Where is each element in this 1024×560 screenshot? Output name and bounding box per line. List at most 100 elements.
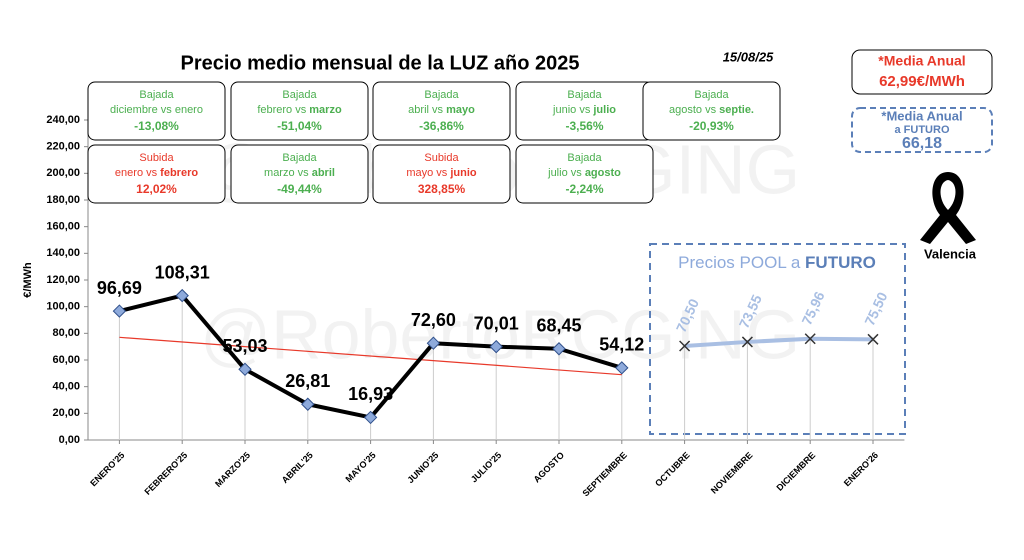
x-tick-label: ENERO'25 bbox=[88, 450, 126, 488]
change-value: -20,93% bbox=[689, 119, 734, 133]
x-tick-label: NOVIEMBRE bbox=[709, 450, 755, 496]
future-box bbox=[649, 243, 906, 435]
future-box-title-part: FUTURO bbox=[805, 253, 876, 272]
change-text: febrero vs marzo bbox=[257, 104, 342, 116]
point-marker bbox=[112, 304, 127, 318]
change-value: 12,02% bbox=[136, 182, 177, 196]
media-anual-box bbox=[851, 49, 993, 95]
change-box bbox=[230, 81, 369, 141]
data-label: 54,12 bbox=[599, 335, 644, 355]
data-label: 108,31 bbox=[155, 262, 210, 282]
y-tick-label: 200,00 bbox=[46, 167, 80, 179]
media-futuro-box bbox=[851, 107, 993, 153]
change-kind: Bajada bbox=[694, 89, 729, 101]
change-box bbox=[515, 144, 654, 204]
x-tick-label: FEBRERO'25 bbox=[143, 450, 190, 497]
change-text: diciembre vs enero bbox=[110, 104, 203, 116]
change-text-part: abril vs bbox=[408, 104, 446, 116]
change-text-part: febrero bbox=[160, 167, 198, 179]
data-label: 72,60 bbox=[411, 310, 456, 330]
media-futuro-label: *Media Anual bbox=[881, 108, 962, 123]
change-text: mayo vs junio bbox=[406, 167, 477, 179]
change-kind: Bajada bbox=[282, 152, 317, 164]
point-marker bbox=[175, 288, 189, 303]
data-label: 75,96 bbox=[798, 289, 827, 328]
change-value: -13,08% bbox=[134, 119, 179, 133]
change-box bbox=[372, 81, 511, 141]
y-tick-label: 140,00 bbox=[46, 247, 80, 259]
change-value: -49,44% bbox=[277, 182, 322, 196]
y-tick-label: 160,00 bbox=[46, 221, 80, 233]
x-tick-label: ABRIL'25 bbox=[280, 450, 315, 485]
point-marker bbox=[615, 361, 629, 375]
change-text-part: enero vs bbox=[115, 167, 160, 179]
future-box-title: Precios POOL a FUTURO bbox=[678, 253, 876, 272]
point-marker bbox=[301, 397, 315, 411]
change-text-part: agosto vs bbox=[669, 104, 719, 116]
y-tick-label: 0,00 bbox=[59, 434, 80, 446]
change-text: julio vs agosto bbox=[547, 167, 621, 179]
change-text-part: mayo bbox=[446, 104, 475, 116]
media-futuro-label: a FUTURO bbox=[895, 124, 950, 136]
change-box bbox=[87, 144, 226, 204]
trend-line bbox=[119, 336, 622, 376]
y-tick-label: 120,00 bbox=[46, 274, 80, 286]
change-kind: Bajada bbox=[282, 89, 317, 101]
change-kind: Subida bbox=[424, 152, 459, 164]
mourning-ribbon bbox=[920, 172, 976, 244]
ribbon-label: Valencia bbox=[924, 246, 977, 261]
x-tick-label: MARZO'25 bbox=[213, 450, 252, 489]
point-marker bbox=[426, 336, 441, 350]
date: 15/08/25 bbox=[723, 49, 774, 64]
point-marker bbox=[489, 339, 503, 354]
x-tick-label: MAYO'25 bbox=[344, 450, 378, 484]
point-marker bbox=[741, 336, 753, 348]
change-value: -3,56% bbox=[565, 119, 603, 133]
y-tick-label: 20,00 bbox=[52, 407, 80, 419]
change-text-part: junio bbox=[449, 167, 477, 179]
series-line bbox=[684, 336, 874, 348]
change-box bbox=[230, 144, 369, 204]
media-anual-label: *Media Anual bbox=[878, 53, 965, 69]
change-text-part: junio vs bbox=[552, 104, 593, 116]
x-tick-label: ENERO'26 bbox=[842, 450, 880, 488]
x-tick-label: AGOSTO bbox=[532, 450, 567, 485]
media-futuro-value: 66,18 bbox=[902, 135, 942, 152]
change-text-part: marzo bbox=[309, 104, 342, 116]
y-tick-label: 40,00 bbox=[52, 381, 80, 393]
point-marker bbox=[867, 333, 879, 345]
point-marker bbox=[238, 362, 252, 377]
change-text: agosto vs septie. bbox=[669, 104, 754, 116]
y-axis-label: €/MWh bbox=[22, 262, 34, 298]
change-kind: Subida bbox=[139, 152, 174, 164]
y-tick-label: 100,00 bbox=[46, 301, 80, 313]
y-tick-label: 80,00 bbox=[52, 327, 80, 339]
data-label: 16,93 bbox=[348, 384, 393, 404]
x-tick-label: SEPTIEMBRE bbox=[580, 450, 628, 498]
data-label: 70,01 bbox=[474, 313, 519, 333]
future-box-title-part: Precios POOL a bbox=[678, 253, 805, 272]
y-tick-label: 240,00 bbox=[46, 114, 80, 126]
x-tick-label: OCTUBRE bbox=[653, 450, 692, 489]
chart-title: Precio medio mensual de la LUZ año 2025 bbox=[180, 52, 579, 74]
change-text-part: julio bbox=[592, 104, 616, 116]
data-label: 68,45 bbox=[536, 315, 581, 335]
change-text: marzo vs abril bbox=[264, 167, 335, 179]
change-text-part: marzo vs bbox=[264, 167, 312, 179]
change-value: -36,86% bbox=[419, 119, 464, 133]
media-anual-value: 62,99€/MWh bbox=[879, 73, 965, 90]
x-tick-label: JUNIO'25 bbox=[405, 450, 440, 485]
x-tick-label: JULIO'25 bbox=[469, 450, 503, 484]
change-value: -51,04% bbox=[277, 119, 322, 133]
change-text-part: mayo vs bbox=[406, 167, 450, 179]
change-kind: Bajada bbox=[424, 89, 459, 101]
point-marker bbox=[804, 333, 816, 345]
change-text: abril vs mayo bbox=[408, 104, 475, 116]
change-text-part: agosto bbox=[585, 167, 621, 179]
y-tick-label: 180,00 bbox=[46, 194, 80, 206]
change-kind: Bajada bbox=[567, 89, 602, 101]
data-label: 26,81 bbox=[285, 371, 330, 391]
data-label: 53,03 bbox=[222, 336, 267, 356]
change-box bbox=[372, 144, 511, 204]
